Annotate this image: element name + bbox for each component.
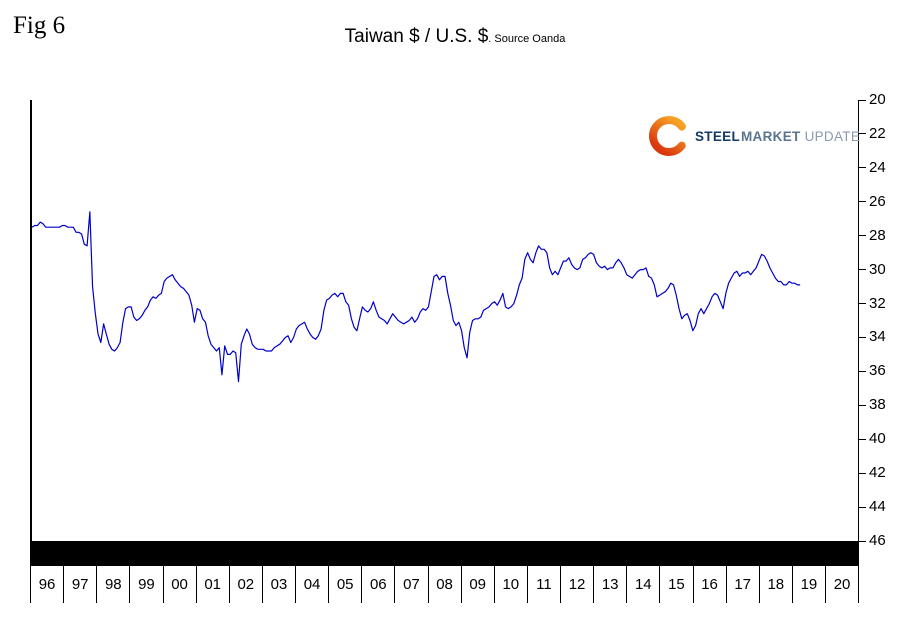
logo-text: STEELMARKET UPDATE [695,129,860,144]
x-axis-label-04: 04 [295,566,328,603]
y-axis-label-34: 34 [869,328,886,346]
y-axis-label-22: 22 [869,124,886,142]
y-axis-tick-22 [859,133,866,135]
logo-word-update: UPDATE [804,128,861,144]
chart-title-source: . Source Oanda [488,33,566,45]
x-axis-label-02: 02 [228,566,262,603]
y-axis-label-44: 44 [869,498,886,516]
twd-usd-series-line [32,212,800,382]
x-axis-label-97: 97 [63,566,96,603]
y-axis-tick-40 [859,438,866,440]
x-axis-label-08: 08 [427,566,461,603]
x-axis-label-96: 96 [30,566,63,603]
figure-label: Fig 6 [13,12,66,39]
x-axis-label-06: 06 [361,566,394,603]
y-axis-label-40: 40 [869,430,886,448]
y-axis-tick-26 [859,201,866,203]
y-axis-tick-36 [859,370,866,372]
x-axis-label-05: 05 [328,566,361,603]
x-axis-label-07: 07 [394,566,427,603]
y-axis-label-28: 28 [869,226,886,244]
x-axis-label-09: 09 [460,566,494,603]
y-axis-tick-46 [859,540,866,542]
y-axis-label-32: 32 [869,294,886,312]
y-axis-tick-42 [859,472,866,474]
y-axis-label-24: 24 [869,158,886,176]
y-axis-tick-20 [859,99,866,101]
logo-word-market: MARKET [741,128,801,144]
x-axis-label-19: 19 [791,566,825,603]
y-axis-tick-32 [859,303,866,305]
x-axis-label-20: 20 [825,566,858,603]
smu-crescent-icon [649,116,689,156]
plot-area: STEELMARKET UPDATE [30,100,860,541]
y-axis-label-26: 26 [869,192,886,210]
y-axis-label-30: 30 [869,260,886,278]
x-axis-label-99: 99 [129,566,162,603]
x-axis-label-98: 98 [96,566,129,603]
x-axis-bar [30,541,859,566]
y-axis-tick-38 [859,404,866,406]
x-axis-label-03: 03 [261,566,295,603]
y-axis-tick-30 [859,269,866,271]
x-axis-label-11: 11 [526,566,560,603]
exchange-rate-line-chart [32,100,858,541]
y-axis-tick-24 [859,167,866,169]
y-axis-tick-34 [859,336,866,338]
x-axis-label-16: 16 [692,566,726,603]
x-axis-label-15: 15 [659,566,692,603]
y-axis-tick-28 [859,235,866,237]
y-axis-label-20: 20 [869,91,886,108]
steel-market-update-logo: STEELMARKET UPDATE [647,114,860,158]
chart-title: Taiwan $ / U.S. $. Source Oanda [0,26,910,48]
y-axis-tick-44 [859,506,866,508]
x-axis-label-01: 01 [195,566,229,603]
x-axis-labels: 96 97 98 99 00 01 02 03 04 05 06 07 08 09 10 11 12 13 14 15… [30,566,859,603]
y-axis-label-46: 46 [869,532,886,549]
x-axis-label-00: 00 [162,566,196,603]
x-axis-label-14: 14 [626,566,659,603]
x-axis-label-18: 18 [758,566,792,603]
x-axis-label-12: 12 [560,566,593,603]
chart-title-text: Taiwan $ / U.S. $ [344,26,489,47]
y-axis-label-38: 38 [869,396,886,414]
x-axis-label-10: 10 [493,566,527,603]
logo-word-steel: STEEL [695,128,741,144]
x-axis-label-13: 13 [593,566,626,603]
x-axis-label-17: 17 [725,566,759,603]
y-axis-label-42: 42 [869,464,886,482]
y-axis-label-36: 36 [869,362,886,380]
